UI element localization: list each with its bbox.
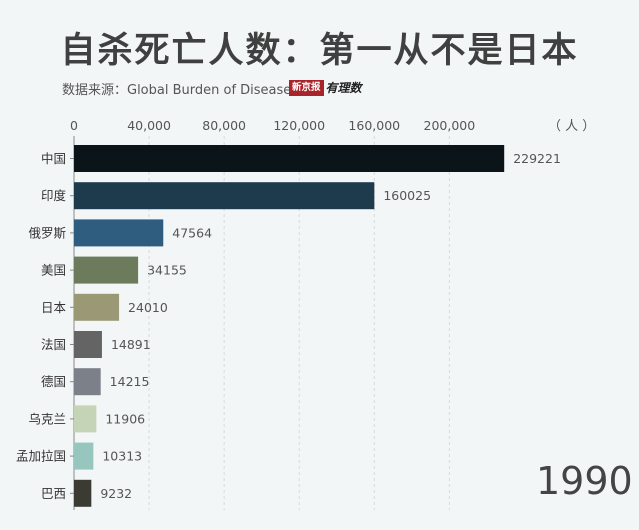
data-source: 数据来源：Global Burden of Disease bbox=[62, 83, 292, 98]
value-label: 229221 bbox=[513, 151, 561, 166]
bar bbox=[74, 145, 505, 172]
category-label: 法国 bbox=[41, 337, 66, 352]
value-label: 160025 bbox=[383, 188, 431, 203]
bar bbox=[74, 405, 97, 433]
bar bbox=[74, 479, 92, 507]
value-label: 11906 bbox=[105, 411, 145, 426]
unit-label: （ 人 ） bbox=[548, 119, 596, 134]
value-label: 47564 bbox=[172, 225, 212, 240]
category-label: 美国 bbox=[41, 263, 66, 278]
value-label: 10313 bbox=[102, 449, 142, 464]
x-tick-label: 200,000 bbox=[424, 118, 476, 133]
year-label: 1990 bbox=[536, 459, 633, 503]
chart-title: 自杀死亡人数：第一从不是日本 bbox=[60, 31, 579, 71]
category-label: 日本 bbox=[41, 300, 67, 315]
category-label: 巴西 bbox=[41, 486, 66, 501]
publisher-logo: 新京报 有理数 bbox=[289, 79, 362, 96]
value-label: 14215 bbox=[110, 374, 150, 389]
bar bbox=[74, 331, 102, 358]
category-label: 德国 bbox=[41, 374, 66, 389]
category-label: 孟加拉国 bbox=[16, 449, 66, 464]
logo-box-text: 新京报 bbox=[289, 79, 324, 96]
bar bbox=[74, 293, 120, 321]
value-label: 24010 bbox=[128, 300, 168, 315]
category-label: 中国 bbox=[41, 151, 66, 166]
bar bbox=[74, 442, 94, 470]
value-label: 14891 bbox=[111, 337, 151, 352]
x-tick-label: 80,000 bbox=[202, 118, 246, 133]
x-tick-label: 40,000 bbox=[127, 118, 171, 133]
category-label: 印度 bbox=[41, 188, 67, 203]
bar bbox=[74, 219, 164, 247]
x-tick-label: 120,000 bbox=[273, 118, 325, 133]
category-label: 俄罗斯 bbox=[28, 225, 66, 240]
value-label: 34155 bbox=[147, 263, 187, 278]
x-tick-label: 160,000 bbox=[348, 118, 400, 133]
bar bbox=[74, 256, 139, 284]
x-tick-label: 0 bbox=[70, 118, 78, 133]
value-label: 9232 bbox=[100, 486, 132, 501]
logo-script-text: 有理数 bbox=[325, 81, 362, 95]
category-label: 乌克兰 bbox=[28, 411, 66, 426]
bar bbox=[74, 368, 101, 396]
bar bbox=[74, 182, 375, 210]
